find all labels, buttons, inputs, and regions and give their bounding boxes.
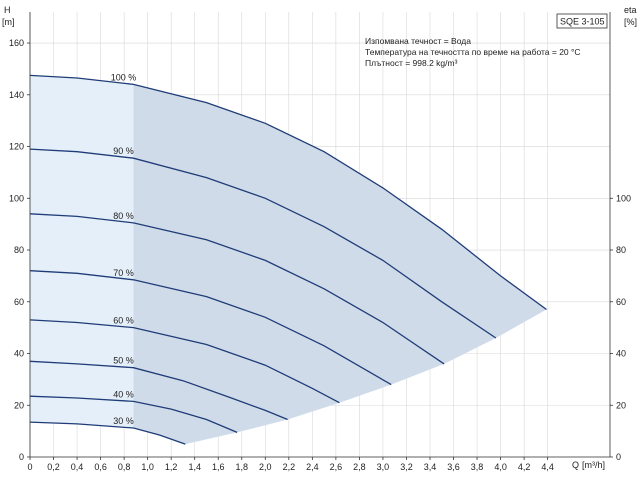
curve-80-pct [29,213,445,365]
x-tick-label: 3,4 [424,462,437,472]
x-axis-unit: [m³/h] [582,460,605,470]
x-tick-label: 0,4 [71,462,84,472]
x-tick-label: 3,2 [400,462,413,472]
operating-range-fill [30,75,547,445]
x-tick-label: 0,8 [118,462,131,472]
x-tick-label: 1,2 [165,462,178,472]
axes: 0 0,2 0,4 0,6 0,8 1,0 1,2 1,4 1,6 1,8 2,0 2,2 2,4 2,6… [9,12,631,472]
curve-40-pct [29,395,238,433]
x-axis-label: Q [572,460,579,470]
x-tick-label: 0,6 [94,462,107,472]
x-tick-label: 4,0 [494,462,507,472]
curve-labels: 100 % 90 % 80 % 70 % 60 % 50 % 40 % 30 % [111,72,137,426]
y-tick-label: 40 [14,349,24,359]
y-tick-label: 160 [9,38,24,48]
y-tick-label: 20 [14,400,24,410]
x-tick-label: 0 [27,462,32,472]
x-tick-label: 4,2 [518,462,531,472]
curve-label-40-pct: 40 % [113,389,134,399]
x-tick-label: 1,6 [212,462,225,472]
curve-30-pct [29,421,186,445]
y2-tick-label: 100 [616,193,631,203]
curve-label-80-pct: 80 % [113,211,134,221]
y2-tick-label: 80 [616,245,626,255]
title-box [556,13,608,29]
operating-area [30,75,547,445]
x-tick-label: 1,4 [188,462,201,472]
y-tick-label: 140 [9,90,24,100]
curve-label-90-pct: 90 % [113,146,134,156]
minimum-flow-zone-fill [30,75,134,429]
curve-60-pct [29,319,340,404]
y2-tick-label: 60 [616,297,626,307]
y-tick-label: 120 [9,142,24,152]
y-tick-label: 80 [14,245,24,255]
x-tick-label: 4,4 [541,462,554,472]
x-tick-label: 3,0 [377,462,390,472]
x-tick-label: 3,8 [471,462,484,472]
curve-label-30-pct: 30 % [113,416,134,426]
x-tick-label: 2,6 [330,462,343,472]
y-tick-label: 0 [19,452,24,462]
curve-label-100-pct: 100 % [111,72,137,82]
y2-tick-label: 40 [616,349,626,359]
chart-title: SQE 3-105 [560,17,605,27]
x-tick-label: 1,8 [236,462,249,472]
x-tick-label: 2,8 [353,462,366,472]
curve-90-pct [29,148,497,339]
y-tick-label: 100 [9,193,24,203]
y2-tick-label: 0 [616,452,621,462]
y2-tick-label: 20 [616,400,626,410]
y-axis-label: H [4,5,11,15]
y-axis-unit: [m] [2,17,15,27]
curve-label-50-pct: 50 % [113,356,134,366]
x-tick-label: 2,2 [283,462,296,472]
curve-100-pct [29,74,547,311]
x-tick-label: 2,0 [259,462,272,472]
y2-axis-label: eta [624,5,637,15]
curves [29,74,547,445]
info-line-temperature: Температура на течността по време на раб… [365,47,581,57]
x-tick-label: 1,0 [141,462,154,472]
y-tick-label: 60 [14,297,24,307]
info-line-liquid: Изпомвана течност = Вода [365,36,471,46]
curve-70-pct [29,270,392,386]
y2-axis-unit: [%] [624,17,637,27]
x-tick-label: 0,2 [47,462,60,472]
info-line-density: Плътност = 998.2 kg/m³ [365,58,458,68]
x-tick-label: 3,6 [447,462,460,472]
x-tick-label: 2,4 [306,462,319,472]
curve-label-60-pct: 60 % [113,316,134,326]
curve-label-70-pct: 70 % [113,268,134,278]
curve-50-pct [29,360,288,421]
